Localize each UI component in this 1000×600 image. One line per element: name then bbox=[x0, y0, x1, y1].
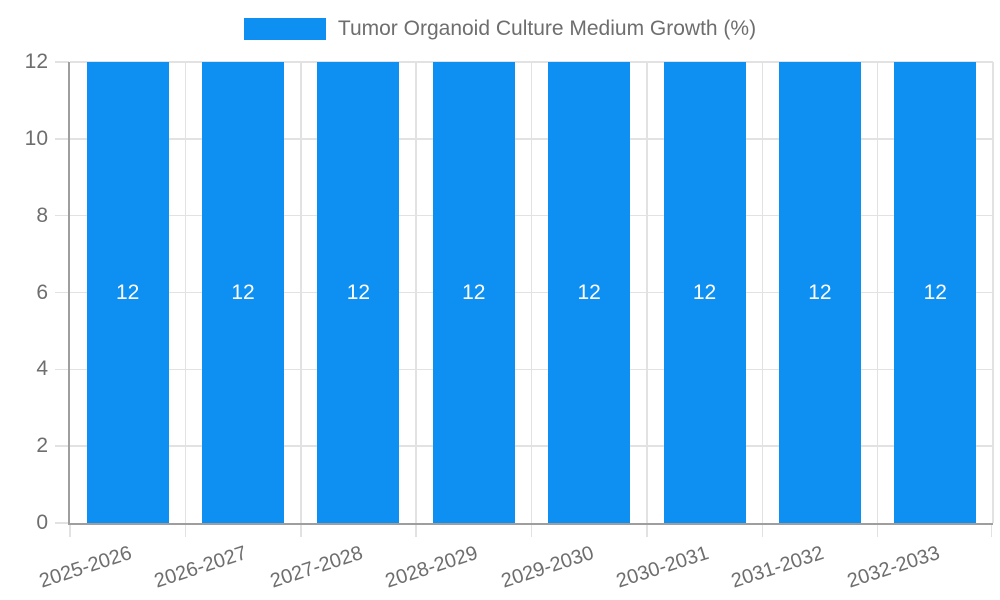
legend-label[interactable]: Tumor Organoid Culture Medium Growth (%) bbox=[337, 17, 757, 40]
x-axis-tick-mark bbox=[415, 525, 417, 537]
gridline-vertical bbox=[300, 62, 302, 523]
x-axis-tick-label: 2028-2029 bbox=[382, 542, 481, 593]
bar-value-label: 12 bbox=[692, 280, 717, 304]
gridline-vertical bbox=[992, 62, 994, 523]
bar-value-label: 12 bbox=[462, 280, 486, 304]
y-axis-tick-label: 12 bbox=[24, 50, 48, 73]
bar[interactable]: 12 bbox=[778, 62, 861, 523]
gridline-vertical bbox=[415, 62, 417, 523]
bar-slot: 12 bbox=[532, 62, 647, 523]
bar-slot: 12 bbox=[762, 62, 877, 523]
x-axis-line bbox=[68, 523, 993, 525]
y-axis-tick-mark bbox=[55, 214, 69, 217]
bar-slot: 12 bbox=[70, 62, 185, 523]
bar-slot: 12 bbox=[416, 62, 531, 523]
x-axis-tick-mark bbox=[530, 525, 533, 537]
bar-slot: 12 bbox=[301, 62, 416, 523]
x-axis-tick-mark bbox=[990, 525, 993, 537]
gridline-vertical bbox=[646, 62, 648, 523]
y-axis-tick-label: 2 bbox=[36, 434, 48, 458]
bar-value-label: 12 bbox=[577, 280, 601, 304]
x-axis-tick-label: 2026-2027 bbox=[152, 542, 250, 593]
bar[interactable]: 12 bbox=[317, 62, 400, 523]
bar-value-label: 12 bbox=[808, 280, 832, 304]
x-axis-tick-mark bbox=[646, 525, 648, 537]
x-axis-tick-mark bbox=[184, 525, 187, 537]
gridline-vertical bbox=[876, 62, 879, 523]
bar[interactable]: 12 bbox=[894, 62, 977, 523]
y-axis-tick-label: 4 bbox=[36, 357, 48, 381]
y-axis-tick-label: 6 bbox=[36, 280, 48, 304]
x-axis-tick-mark bbox=[69, 525, 71, 537]
y-axis-tick-mark bbox=[55, 138, 69, 140]
legend-swatch-icon[interactable] bbox=[243, 18, 326, 40]
bar[interactable]: 12 bbox=[432, 62, 515, 523]
y-axis-tick-label: 10 bbox=[24, 126, 48, 150]
x-axis-tick-label: 2032-2033 bbox=[844, 542, 943, 593]
x-axis-tick-mark bbox=[761, 525, 764, 537]
gridline-vertical bbox=[530, 62, 533, 523]
x-axis-tick-mark bbox=[300, 525, 302, 537]
chart-legend: Tumor Organoid Culture Medium Growth (%) bbox=[0, 17, 1000, 41]
y-axis-tick-mark bbox=[55, 522, 69, 524]
bar[interactable]: 12 bbox=[202, 62, 284, 523]
y-axis-tick-mark bbox=[55, 445, 69, 447]
x-axis-tick-mark bbox=[876, 525, 879, 537]
bar-value-label: 12 bbox=[923, 280, 947, 304]
y-axis-line bbox=[68, 62, 70, 525]
y-axis-tick-label: 8 bbox=[36, 203, 48, 227]
bar-value-label: 12 bbox=[115, 280, 140, 304]
x-axis-tick-label: 2029-2030 bbox=[498, 542, 596, 593]
y-axis-tick-mark bbox=[55, 61, 69, 63]
gridline-vertical bbox=[761, 62, 764, 523]
x-axis-tick-label: 2025-2026 bbox=[36, 542, 135, 593]
bar-value-label: 12 bbox=[231, 280, 255, 304]
y-axis-tick-mark bbox=[55, 291, 69, 294]
bar[interactable]: 12 bbox=[548, 62, 631, 523]
gridline-vertical bbox=[184, 62, 187, 523]
plot-area: 12 12 12 12 12 12 12 12 bbox=[55, 61, 994, 537]
bar-slot: 12 bbox=[185, 62, 300, 523]
bar-value-label: 12 bbox=[346, 280, 371, 304]
x-axis-tick-label: 2027-2028 bbox=[267, 542, 366, 593]
x-axis-tick-label: 2030-2031 bbox=[613, 542, 712, 593]
bar-slot: 12 bbox=[647, 62, 762, 523]
bar[interactable]: 12 bbox=[663, 62, 746, 523]
x-axis-tick-label: 2031-2032 bbox=[728, 542, 827, 593]
bar[interactable]: 12 bbox=[86, 62, 169, 523]
bar-slot: 12 bbox=[878, 62, 993, 523]
y-axis-tick-mark bbox=[55, 368, 69, 371]
y-axis-tick-label: 0 bbox=[36, 511, 48, 534]
